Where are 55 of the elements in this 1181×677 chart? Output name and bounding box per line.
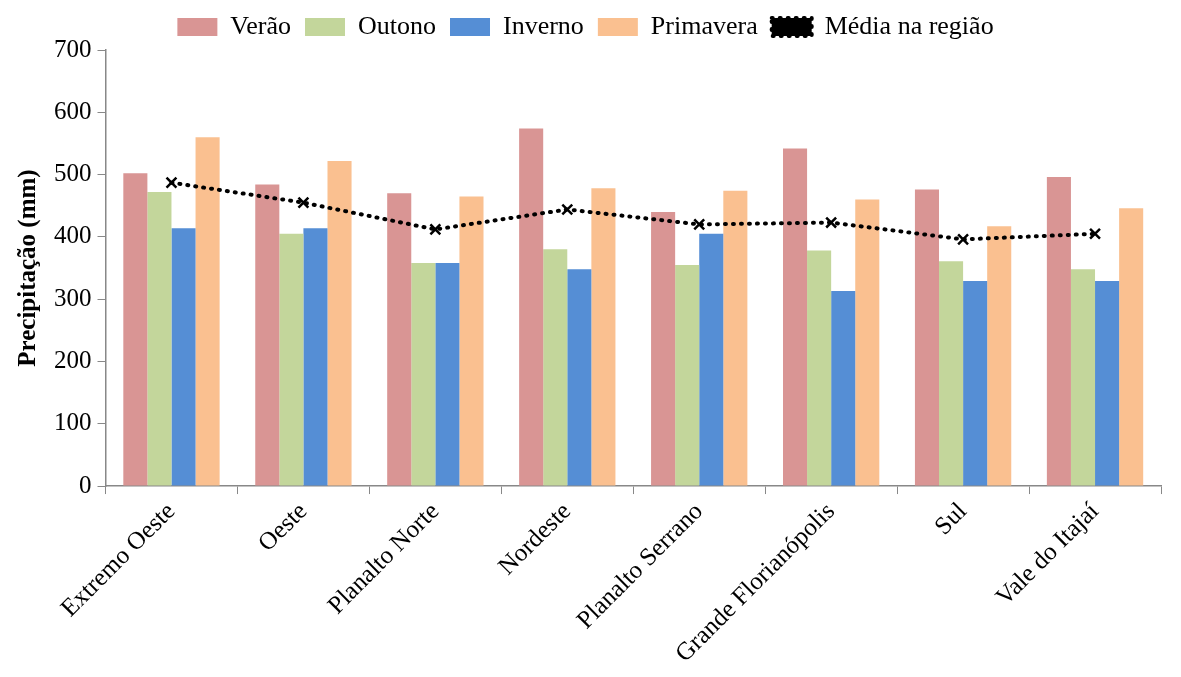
bar: [327, 160, 352, 486]
legend-label: Primavera: [650, 10, 759, 40]
bar: [459, 196, 484, 486]
bar: [1095, 281, 1120, 486]
bar: [411, 263, 436, 486]
x-tick-label: Sul: [928, 496, 972, 540]
bar: [963, 281, 988, 486]
point: [693, 218, 706, 231]
bar: [939, 261, 964, 486]
bar: [1119, 208, 1144, 486]
legend-label: Outono: [358, 10, 436, 40]
bar: [855, 199, 880, 486]
bar: [435, 263, 460, 486]
y-tick-label: 600: [54, 96, 92, 124]
bar: [519, 128, 544, 486]
bar: [195, 137, 220, 486]
legend-label: Média na região: [824, 10, 994, 40]
legend-label: Inverno: [503, 10, 584, 40]
bar: [543, 249, 568, 486]
y-tick-label: 500: [54, 159, 92, 187]
bar: [567, 269, 592, 486]
bar: [591, 188, 616, 486]
bar: [651, 211, 676, 486]
point: [956, 233, 970, 246]
bar: [171, 228, 196, 486]
bar: [147, 192, 172, 486]
bar: [831, 291, 856, 486]
point: [297, 196, 310, 209]
bar: [387, 193, 412, 486]
y-tick-label: 0: [79, 470, 92, 498]
y-tick-label: 400: [54, 221, 92, 249]
bar: [914, 189, 940, 486]
bar: [807, 250, 832, 486]
bar: [723, 190, 748, 486]
point: [1088, 227, 1102, 240]
bar: [987, 226, 1012, 486]
bar: [1046, 177, 1071, 486]
point: [429, 223, 442, 236]
bar: [675, 264, 700, 486]
point: [561, 203, 574, 216]
legend-label: Verão: [230, 10, 292, 40]
point: [165, 176, 178, 189]
bar: [255, 184, 280, 486]
bar: [783, 148, 808, 486]
y-tick-label: 700: [54, 34, 92, 62]
y-tick-label: 200: [54, 346, 92, 374]
bar: [303, 228, 328, 486]
y-tick-label: 300: [54, 283, 92, 311]
bar: [123, 173, 148, 486]
point: [824, 216, 838, 229]
bar: [699, 233, 724, 486]
bar: [1070, 269, 1096, 486]
bar: [279, 233, 304, 486]
y-axis-title: Precipitação (mm): [13, 169, 42, 367]
y-tick-label: 100: [54, 408, 92, 436]
